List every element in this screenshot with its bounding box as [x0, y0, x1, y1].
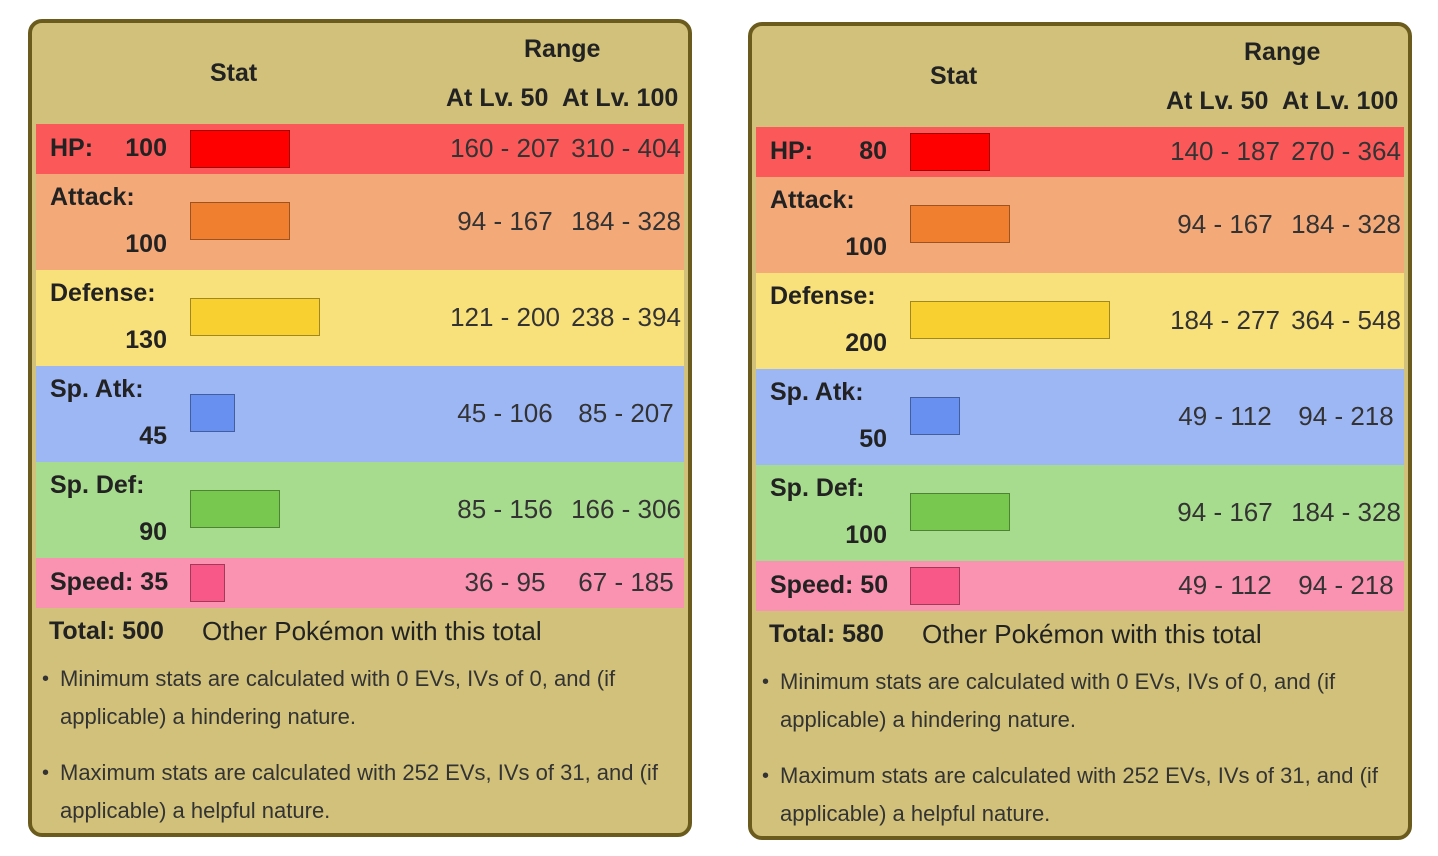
stat-label: Sp. Atk: [50, 375, 144, 403]
stat-value: 80 [859, 137, 887, 165]
range-lv100: 310 - 404 [571, 133, 681, 163]
stat-label: Attack: [770, 186, 855, 214]
range-column-header: Range [524, 35, 601, 63]
stat-bar [190, 394, 235, 432]
stat-row-spatk: Sp. Atk: 50 49 - 112 94 - 218 [756, 369, 1404, 465]
stat-bar [910, 205, 1010, 243]
stat-bar [190, 130, 290, 168]
range-lv50: 140 - 187 [1170, 136, 1280, 166]
range-lv100: 184 - 328 [1291, 497, 1401, 527]
stat-row-speed: Speed: 50 49 - 112 94 - 218 [756, 561, 1404, 611]
stat-row-attack: Attack: 100 94 - 167 184 - 328 [756, 177, 1404, 273]
range-lv100: 85 - 207 [578, 398, 674, 428]
range-lv100: 184 - 328 [571, 206, 681, 236]
note-minimum-stats: Minimum stats are calculated with 0 EVs,… [762, 663, 1394, 739]
stat-value: 200 [845, 329, 887, 357]
stat-value: 50 [859, 425, 887, 453]
stat-label: Defense: [770, 282, 876, 310]
stat-label: Speed: 50 [770, 571, 889, 599]
note-minimum-stats: Minimum stats are calculated with 0 EVs,… [42, 660, 674, 736]
range-lv50: 45 - 106 [457, 398, 553, 428]
stat-row-hp: HP: 80 140 - 187 270 - 364 [756, 127, 1404, 177]
stat-row-spdef: Sp. Def: 100 94 - 167 184 - 328 [756, 465, 1404, 561]
stat-row-spdef: Sp. Def: 90 85 - 156 166 - 306 [36, 462, 684, 558]
other-pokemon-total-link[interactable]: Other Pokémon with this total [202, 616, 542, 646]
stat-column-header: Stat [930, 62, 978, 90]
stat-bar [190, 564, 225, 602]
stat-value: 45 [139, 422, 167, 450]
range-lv50: 94 - 167 [1177, 497, 1273, 527]
stat-bar [910, 493, 1010, 531]
stat-bar [190, 298, 320, 336]
range-column-header: Range [1244, 38, 1321, 66]
stat-row-attack: Attack: 100 94 - 167 184 - 328 [36, 174, 684, 270]
stat-label: HP: [770, 137, 814, 165]
stat-column-header: Stat [210, 59, 258, 87]
stat-value: 100 [845, 233, 887, 261]
range-lv50: 85 - 156 [457, 494, 553, 524]
note-maximum-stats: Maximum stats are calculated with 252 EV… [42, 754, 674, 830]
stats-header: Stat Range At Lv. 50 At Lv. 100 [32, 23, 688, 124]
range-lv100: 67 - 185 [578, 567, 674, 597]
stat-row-speed: Speed: 35 36 - 95 67 - 185 [36, 558, 684, 608]
stat-bar [910, 301, 1110, 339]
stat-value: 100 [845, 521, 887, 549]
stats-header: Stat Range At Lv. 50 At Lv. 100 [752, 26, 1408, 127]
range-lv100: 184 - 328 [1291, 209, 1401, 239]
range-lv50: 160 - 207 [450, 133, 560, 163]
range-lv50: 49 - 112 [1178, 401, 1272, 431]
stat-bar [910, 567, 960, 605]
stat-label: HP: [50, 134, 94, 162]
range-lv100: 166 - 306 [571, 494, 681, 524]
lv100-column-header: At Lv. 100 [1282, 87, 1399, 115]
stat-rows: HP: 80 140 - 187 270 - 364 Attack: 100 94 - 16… [752, 127, 1408, 611]
stat-value: 100 [125, 230, 167, 258]
lv50-column-header: At Lv. 50 [1166, 87, 1269, 115]
stat-row-spatk: Sp. Atk: 45 45 - 106 85 - 207 [36, 366, 684, 462]
stat-label: Attack: [50, 183, 135, 211]
base-stats-panel-left: Stat Range At Lv. 50 At Lv. 100 HP: 100 16… [28, 19, 692, 837]
stat-bar [190, 202, 290, 240]
total-line: Total: 500 Other Pokémon with this total [32, 608, 688, 660]
total-line: Total: 580 Other Pokémon with this total [752, 611, 1408, 663]
range-lv50: 121 - 200 [450, 302, 560, 332]
stat-label: Sp. Def: [770, 474, 865, 502]
other-pokemon-total-link[interactable]: Other Pokémon with this total [922, 619, 1262, 649]
range-lv100: 238 - 394 [571, 302, 681, 332]
stat-value: 130 [125, 326, 167, 354]
stat-row-defense: Defense: 200 184 - 277 364 - 548 [756, 273, 1404, 369]
notes-list: Minimum stats are calculated with 0 EVs,… [32, 660, 688, 830]
range-lv50: 94 - 167 [457, 206, 553, 236]
stat-label: Speed: 35 [50, 568, 169, 596]
lv50-column-header: At Lv. 50 [446, 84, 549, 112]
stat-value: 90 [139, 518, 167, 546]
stat-rows: HP: 100 160 - 207 310 - 404 Attack: 100 94 - 1… [32, 124, 688, 608]
range-lv100: 94 - 218 [1298, 401, 1394, 431]
stat-value: 100 [125, 134, 167, 162]
stat-bar [910, 397, 960, 435]
lv100-column-header: At Lv. 100 [562, 84, 679, 112]
range-lv50: 94 - 167 [1177, 209, 1273, 239]
range-lv100: 364 - 548 [1291, 305, 1401, 335]
range-lv50: 49 - 112 [1178, 570, 1272, 600]
stat-label: Sp. Def: [50, 471, 145, 499]
stat-bar [190, 490, 280, 528]
stat-row-defense: Defense: 130 121 - 200 238 - 394 [36, 270, 684, 366]
total-label: Total: 580 [769, 620, 884, 648]
total-label: Total: 500 [49, 617, 164, 645]
range-lv100: 270 - 364 [1291, 136, 1401, 166]
stat-label: Sp. Atk: [770, 378, 864, 406]
range-lv50: 184 - 277 [1170, 305, 1280, 335]
base-stats-panel-right: Stat Range At Lv. 50 At Lv. 100 HP: 80 140… [748, 22, 1412, 840]
stat-row-hp: HP: 100 160 - 207 310 - 404 [36, 124, 684, 174]
range-lv50: 36 - 95 [464, 567, 546, 597]
note-maximum-stats: Maximum stats are calculated with 252 EV… [762, 757, 1394, 833]
range-lv100: 94 - 218 [1298, 570, 1394, 600]
stat-bar [910, 133, 990, 171]
notes-list: Minimum stats are calculated with 0 EVs,… [752, 663, 1408, 833]
stat-label: Defense: [50, 279, 156, 307]
